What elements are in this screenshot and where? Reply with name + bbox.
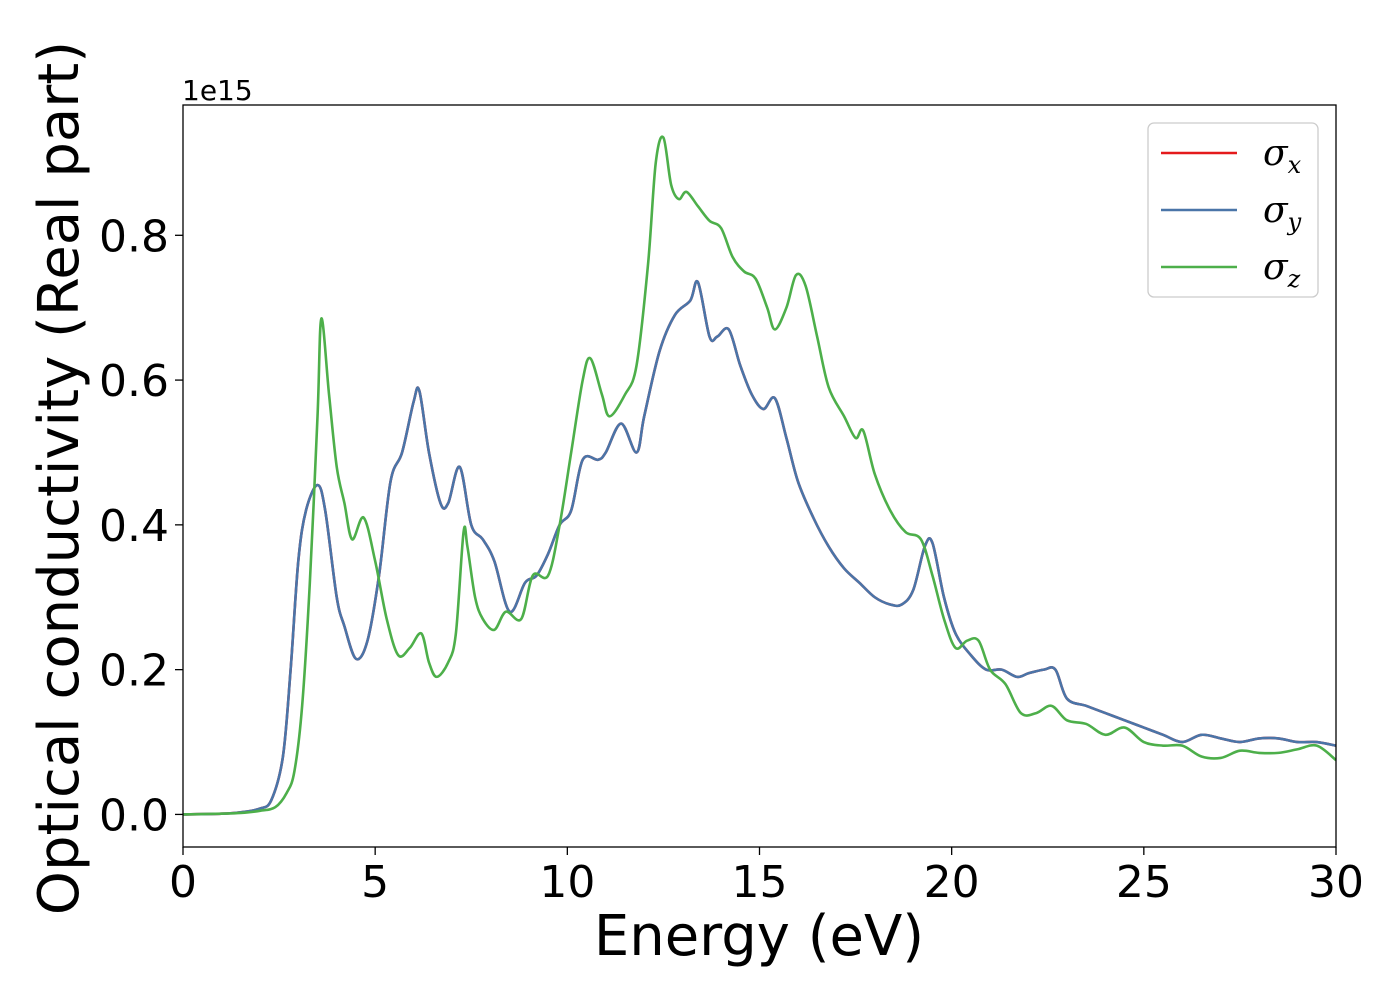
x-tick-label: 15: [732, 857, 788, 908]
y-axis: 0.0 0.2 0.4 0.6 0.8: [99, 211, 183, 841]
y-tick-label: 0.2: [99, 646, 169, 697]
y-tick-label: 0.8: [99, 211, 169, 262]
x-tick-label: 20: [924, 857, 980, 908]
series-line-y: [183, 279, 1336, 816]
x-axis: 0 5 10 15 20 25 30: [169, 847, 1364, 908]
x-axis-label: Energy (eV): [594, 904, 924, 969]
y-offset-label: 1e15: [182, 74, 253, 107]
series-line-z: [183, 135, 1336, 816]
x-tick-label: 30: [1308, 857, 1364, 908]
x-tick-label: 25: [1116, 857, 1172, 908]
x-tick-label: 0: [169, 857, 197, 908]
x-tick-label: 10: [539, 857, 595, 908]
y-axis-label: Optical conductivity (Real part): [27, 41, 92, 915]
plot-area: [183, 105, 1336, 847]
x-tick-label: 5: [361, 857, 389, 908]
y-tick-label: 0.0: [99, 790, 169, 841]
y-tick-label: 0.4: [99, 501, 169, 552]
series-layer: [183, 135, 1336, 816]
y-tick-label: 0.6: [99, 356, 169, 407]
